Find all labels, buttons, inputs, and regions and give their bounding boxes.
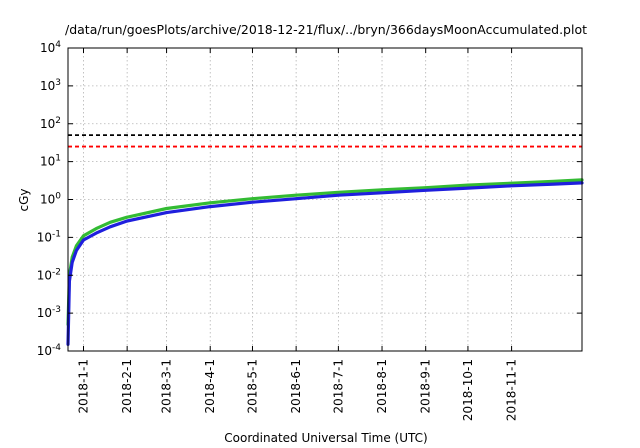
- tick-marks: [68, 47, 582, 352]
- y-tick-label: 10-4: [37, 343, 62, 358]
- y-tick-label: 101: [40, 154, 61, 169]
- x-tick-label: 2018-6-1: [289, 359, 303, 413]
- grid: [68, 47, 582, 352]
- series-lines: [66, 178, 584, 346]
- y-tick-label: 10-3: [37, 305, 61, 320]
- x-tick-label: 2018-7-1: [331, 359, 345, 413]
- x-tick-label: 2018-1-1: [76, 359, 90, 413]
- x-axis-label: Coordinated Universal Time (UTC): [224, 431, 427, 445]
- x-tick-label: 2018-10-1: [461, 359, 475, 421]
- x-tick-label: 2018-5-1: [245, 359, 259, 413]
- x-tick-label: 2018-3-1: [160, 359, 174, 413]
- x-tick-label: 2018-9-1: [419, 359, 433, 413]
- y-tick-label: 102: [40, 116, 61, 131]
- y-tick-label: 100: [40, 192, 61, 207]
- series-line: [66, 178, 584, 327]
- y-tick-labels: 10-4 10-3 10-2 10-1 100 101 102 103 104: [37, 40, 62, 358]
- series-line: [66, 181, 584, 346]
- x-tick-label: 2018-2-1: [120, 359, 134, 413]
- x-tick-label: 2018-8-1: [375, 359, 389, 413]
- reference-lines: [68, 134, 582, 148]
- x-tick-label: 2018-4-1: [203, 359, 217, 413]
- y-tick-label: 10-2: [37, 267, 61, 282]
- chart-title: /data/run/goesPlots/archive/2018-12-21/f…: [65, 22, 587, 37]
- y-tick-label: 103: [40, 78, 61, 93]
- y-tick-label: 10-1: [37, 229, 61, 244]
- x-tick-label: 2018-11-1: [505, 359, 519, 421]
- y-tick-label: 104: [40, 40, 61, 55]
- x-tick-labels: 2018-1-1 2018-2-1 2018-3-1 2018-4-1 2018-5-1…: [76, 359, 518, 421]
- y-axis-label: cGy: [17, 189, 31, 212]
